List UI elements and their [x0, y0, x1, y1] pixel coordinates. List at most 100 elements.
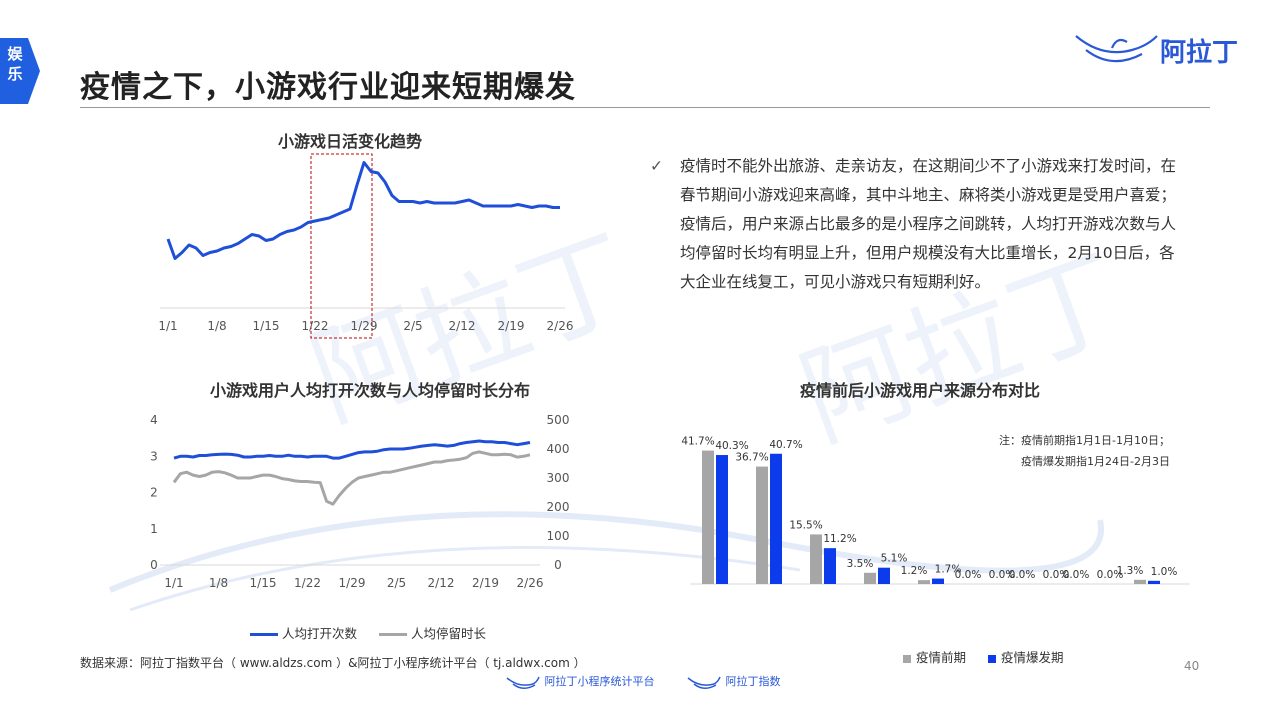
chart3-bar-outbreak	[878, 567, 890, 584]
chart3-label-outbreak: 40.3%	[715, 440, 748, 452]
chart2-x-tick: 2/5	[387, 576, 406, 590]
analysis-note-text: 疫情时不能外出旅游、走亲访友，在这期间少不了小游戏来打发时间，在春节期间小游戏迎…	[680, 157, 1177, 291]
chart3-label-outbreak: 0.0%	[1043, 569, 1070, 581]
footer-logos: 阿拉丁小程序统计平台 阿拉丁指数	[505, 673, 809, 690]
chart2-y-right-tick: 300	[547, 471, 570, 485]
chart2-x-tick: 2/12	[428, 576, 455, 590]
brand-name: 阿拉丁	[1160, 38, 1239, 68]
chart3-note: 注：疫情前期指1月1日-1月10日； 疫情爆发期指1月24日-2月3日	[930, 430, 1170, 472]
chart1-x-tick: 1/22	[302, 319, 329, 333]
legend-label-opens: 人均打开次数	[282, 626, 358, 641]
chart2-series-opens-line	[173, 439, 531, 460]
chart3-bar-before	[864, 572, 876, 584]
chart1-highlight-box	[310, 153, 373, 339]
chart3-bar-before	[1134, 579, 1146, 584]
chart2-x-tick: 2/19	[472, 576, 499, 590]
chart2-y-right-tick: 100	[547, 529, 570, 543]
chart3-bar-before	[756, 466, 768, 584]
side-tab	[0, 38, 40, 104]
lamp-logo-icon	[1075, 35, 1158, 63]
chart3-bar-outbreak	[824, 548, 836, 584]
chart2-x-tick: 1/1	[164, 576, 183, 590]
analysis-note: ✓ 疫情时不能外出旅游、走亲访友，在这期间少不了小游戏来打发时间，在春节期间小游…	[650, 152, 1190, 297]
chart2-x-tick: 2/26	[517, 576, 544, 590]
checkmark-icon: ✓	[650, 157, 663, 175]
chart3-label-before: 41.7%	[681, 436, 714, 448]
footer-logo-index: 阿拉丁指数	[686, 673, 781, 690]
legend-label-outbreak: 疫情爆发期	[1001, 650, 1064, 665]
chart3-note-line-2: 疫情爆发期指1月24日-2月3日	[1021, 455, 1170, 468]
chart3-bar-outbreak	[1148, 580, 1160, 584]
chart3-label-before: 15.5%	[789, 519, 822, 531]
chart1-x-tick: 2/19	[498, 319, 525, 333]
chart3-label-outbreak: 1.7%	[935, 564, 962, 576]
chart3-label-before: 3.5%	[847, 558, 874, 570]
lamp-logo-icon	[687, 676, 721, 689]
chart3-label-before: 0.0%	[1063, 569, 1090, 581]
chart3-bar-before	[810, 534, 822, 584]
chart3-label-outbreak: 0.0%	[989, 569, 1016, 581]
chart2-y-left-tick: 3	[150, 449, 158, 463]
chart3-label-before: 0.0%	[1009, 569, 1036, 581]
chart3-title: 疫情前后小游戏用户来源分布对比	[799, 381, 1040, 400]
chart3-label-outbreak: 0.0%	[1097, 569, 1124, 581]
chart2-x-tick: 1/15	[250, 576, 277, 590]
chart2-y-left-tick: 1	[150, 522, 158, 536]
chart3-label-outbreak: 5.1%	[881, 553, 908, 565]
chart3-bar-outbreak	[932, 578, 944, 584]
side-tab-char-2: 乐	[7, 65, 23, 83]
chart3-label-before: 1.2%	[901, 565, 928, 577]
chart3-bar-before	[702, 450, 714, 584]
footer-logo-stats: 阿拉丁小程序统计平台	[505, 673, 655, 690]
chart3-label-before: 1.3%	[1117, 565, 1144, 577]
page-number: 40	[1184, 659, 1200, 673]
legend-label-duration: 人均停留时长	[411, 626, 487, 641]
chart3-note-line-1: 注：疫情前期指1月1日-1月10日；	[999, 434, 1170, 447]
chart1-x-tick: 2/26	[547, 319, 574, 333]
chart2-y-right-tick: 400	[547, 442, 570, 456]
title-divider	[80, 107, 1210, 108]
chart1-x-tick: 2/5	[403, 319, 422, 333]
legend-item-before: 疫情前期	[903, 647, 966, 666]
chart1-x-tick: 1/15	[253, 319, 280, 333]
chart2-y-left-tick: 4	[150, 413, 158, 427]
chart1-x-tick: 1/29	[351, 319, 378, 333]
chart2-y-left-tick: 0	[150, 558, 158, 572]
footer-logo-stats-text: 阿拉丁小程序统计平台	[544, 675, 655, 688]
chart3-bar-outbreak	[716, 455, 728, 584]
chart2-y-left-tick: 2	[150, 486, 158, 500]
legend-item-opens: 人均打开次数	[250, 623, 357, 642]
chart2-legend: 人均打开次数 人均停留时长	[250, 623, 504, 642]
chart3-label-outbreak: 11.2%	[823, 533, 856, 545]
chart1-daily-active: 1/1 1/8 1/15 1/22 1/29 2/5 2/12 2/19 2/26	[158, 153, 574, 339]
chart2-opens-duration: 0 1 2 3 4 0 100 200 300 400 500 1/1 1/8 1/15 1/22 1/29 2…	[150, 413, 570, 590]
chart3-label-before: 36.7%	[735, 452, 768, 464]
chart2-y-right-tick: 0	[554, 558, 562, 572]
chart2-x-tick: 1/29	[339, 576, 366, 590]
legend-item-duration: 人均停留时长	[379, 623, 486, 642]
chart3-source-bars: 41.7% 40.3%36.7%40.7%15.5%11.2%3.5% 5.1%1.…	[681, 436, 1190, 585]
footer-logo-index-text: 阿拉丁指数	[725, 675, 781, 688]
lamp-logo-icon	[506, 676, 540, 689]
chart3-bar-outbreak	[770, 453, 782, 584]
chart3-label-outbreak: 1.0%	[1151, 566, 1178, 578]
chart2-y-right-tick: 500	[547, 413, 570, 427]
legend-item-outbreak: 疫情爆发期	[988, 647, 1064, 666]
page-title: 疫情之下，小游戏行业迎来短期爆发	[80, 70, 576, 105]
chart1-x-tick: 1/8	[207, 319, 226, 333]
side-tab-label: 娱 乐	[4, 44, 26, 84]
chart2-series-duration-line	[172, 450, 531, 506]
side-tab-char-1: 娱	[7, 45, 23, 63]
chart1-x-tick: 2/12	[449, 319, 476, 333]
chart2-y-right-tick: 200	[547, 500, 570, 514]
legend-label-before: 疫情前期	[916, 650, 967, 665]
chart2-x-tick: 1/8	[209, 576, 228, 590]
chart2-x-tick: 1/22	[294, 576, 321, 590]
chart1-series-line	[166, 161, 560, 260]
chart3-label-outbreak: 40.7%	[769, 439, 802, 451]
chart3-bar-before	[918, 580, 930, 584]
chart1-title: 小游戏日活变化趋势	[277, 132, 422, 151]
chart3-label-before: 0.0%	[955, 569, 982, 581]
data-source: 数据来源：阿拉丁指数平台（ www.aldzs.com ）&阿拉丁小程序统计平台…	[80, 656, 586, 670]
